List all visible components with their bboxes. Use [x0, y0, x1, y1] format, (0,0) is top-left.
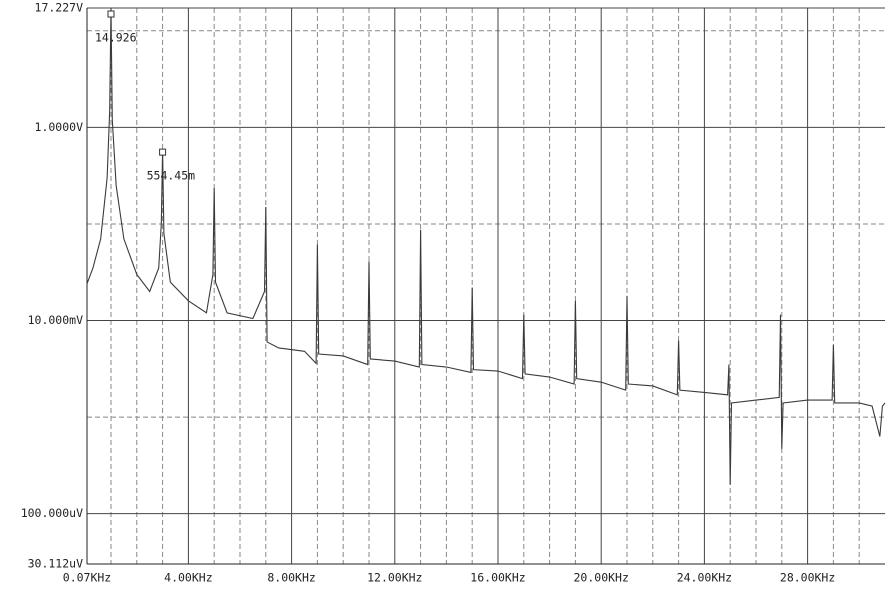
y-tick-label: 10.000mV [28, 313, 83, 327]
x-tick-label: 4.00KHz [164, 571, 212, 585]
y-tick-label: 100.000uV [21, 506, 83, 520]
y-tick-label: 1.0000V [35, 120, 84, 134]
peak-marker [159, 148, 167, 156]
x-tick-label: 24.00KHz [677, 571, 732, 585]
x-tick-label: 8.00KHz [267, 571, 315, 585]
spectrum-line [86, 8, 886, 485]
x-tick-label: 28.00KHz [780, 571, 835, 585]
peak-label: 14.926 [95, 31, 137, 45]
x-tick-label: 20.00KHz [574, 571, 629, 585]
y-tick-label: 17.227V [35, 1, 84, 15]
y-tick-label: 30.112uV [28, 557, 83, 571]
x-tick-label: 12.00KHz [367, 571, 422, 585]
peak-label: 554.45m [147, 169, 196, 183]
x-tick-label: 16.00KHz [470, 571, 525, 585]
peak-marker [107, 10, 115, 18]
x-tick-label: 0.07KHz [63, 571, 111, 585]
